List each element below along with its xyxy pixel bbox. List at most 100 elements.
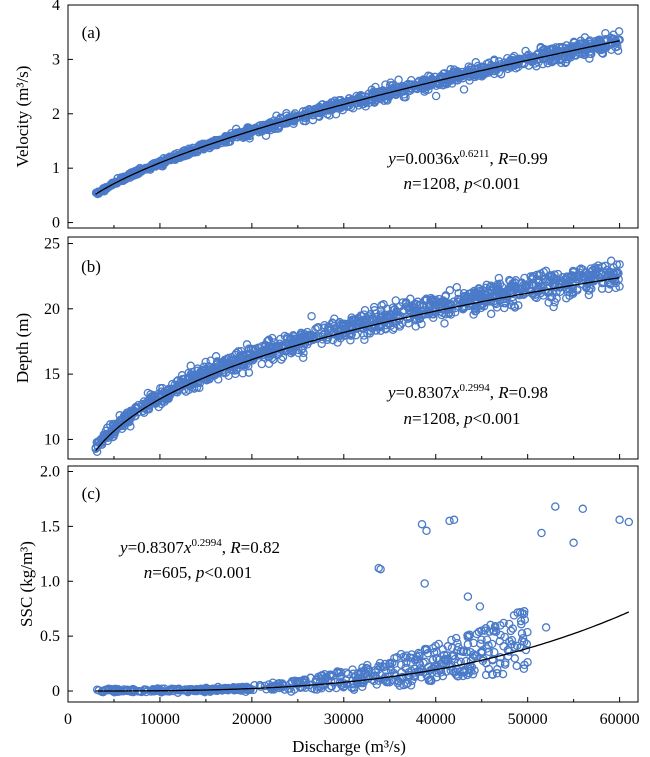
scatter-point — [498, 669, 508, 679]
scatter-point — [339, 679, 349, 688]
scatter-point — [414, 648, 423, 658]
scatter-point — [107, 181, 116, 190]
scatter-point — [463, 592, 473, 601]
scatter-point — [232, 360, 242, 369]
scatter-point — [476, 639, 485, 648]
scatter-point — [424, 309, 434, 319]
x-tick-label: 20000 — [232, 711, 272, 728]
scatter-point — [491, 299, 501, 309]
scatter-point — [411, 309, 420, 318]
scatter-point — [245, 685, 255, 694]
scatter-point — [459, 288, 469, 298]
scatter-point — [428, 643, 438, 653]
scatter-point — [468, 653, 478, 663]
x-axis-title: Discharge (m³/s) — [292, 737, 406, 756]
scatter-point — [615, 515, 624, 525]
scatter-point — [519, 609, 529, 619]
scatter-point — [372, 312, 381, 322]
scatter-point — [333, 667, 342, 676]
scatter-point — [371, 82, 380, 92]
scatter-point — [379, 300, 388, 309]
x-tick-label: 30000 — [324, 711, 364, 728]
scatter-point — [249, 125, 258, 135]
scatter-point — [262, 685, 271, 694]
scatter-point — [308, 115, 318, 125]
scatter-point — [389, 323, 399, 333]
fit-curve — [95, 611, 630, 692]
scatter-point — [445, 516, 454, 526]
scatter-point — [613, 46, 623, 55]
scatter-point — [244, 368, 254, 377]
scatter-point — [264, 359, 274, 369]
scatter-point — [434, 74, 444, 83]
scatter-point — [422, 526, 431, 536]
scatter-point — [492, 669, 502, 678]
fit-curve — [95, 276, 620, 452]
scatter-point — [501, 658, 510, 667]
scatter-point — [98, 687, 108, 697]
scatter-point — [517, 629, 527, 638]
scatter-point — [543, 275, 553, 284]
scatter-point — [486, 309, 496, 319]
stat-n-value: =605, — [152, 563, 196, 582]
scatter-point — [415, 314, 425, 324]
scatter-point — [437, 310, 446, 320]
scatter-point — [520, 660, 529, 670]
scatter-point — [278, 681, 288, 691]
x-tick-label: 10000 — [140, 711, 180, 728]
scatter-point — [404, 319, 413, 328]
scatter-point — [537, 528, 546, 538]
eq-r: R — [229, 538, 241, 557]
scatter-point — [494, 57, 504, 66]
scatter-point — [505, 647, 514, 656]
scatter-point — [546, 293, 555, 302]
scatter-point — [438, 298, 447, 308]
scatter-point — [578, 504, 588, 514]
scatter-point — [225, 131, 234, 141]
scatter-point — [426, 293, 436, 303]
scatter-point — [234, 347, 243, 356]
scatter-point — [492, 303, 502, 312]
scatter-point — [480, 287, 489, 296]
eq-r-value: =0.98 — [509, 383, 548, 402]
scatter-point — [219, 684, 228, 693]
scatter-point — [430, 72, 440, 82]
fit-stats: n=1208, p<0.001 — [404, 174, 521, 193]
scatter-point — [418, 302, 427, 312]
eq-separator: , — [222, 538, 231, 557]
panel-a: 0 1 2 3 4 (a) Velocity (m³/s) y=0.0036x0.6211, … — [13, 0, 639, 232]
scatter-point — [370, 666, 380, 675]
scatter-point — [624, 517, 634, 527]
scatter-point — [385, 662, 395, 671]
scatter-point — [567, 272, 577, 281]
scatter-point — [509, 302, 519, 311]
fit-curve — [95, 40, 620, 195]
scatter-point — [164, 394, 173, 404]
y-tick-label: 4 — [52, 0, 60, 14]
x-tick-label: 40000 — [416, 711, 456, 728]
plot-frame — [67, 4, 639, 229]
scatter-point — [427, 295, 437, 304]
eq-separator: , — [490, 383, 499, 402]
scatter-point — [505, 275, 514, 285]
scatter-point — [453, 646, 462, 655]
stat-p-value: <0.001 — [473, 409, 521, 428]
scatter-point — [358, 97, 367, 106]
scatter-point — [398, 298, 408, 307]
scatter-point — [282, 111, 291, 120]
scatter-point — [569, 268, 578, 277]
eq-r: R — [497, 149, 509, 168]
scatter-point — [179, 148, 189, 158]
scatter-point — [140, 403, 149, 413]
scatter-point — [477, 626, 486, 636]
scatter-point — [544, 298, 553, 307]
scatter-point — [597, 284, 607, 293]
eq-y: y — [118, 538, 128, 557]
scatter-point — [561, 52, 571, 62]
scatter-point — [456, 647, 466, 656]
scatter-point — [268, 343, 277, 353]
scatter-point — [254, 351, 263, 360]
scatter-point — [232, 348, 241, 358]
scatter-point — [421, 645, 430, 655]
scatter-point — [453, 671, 462, 681]
